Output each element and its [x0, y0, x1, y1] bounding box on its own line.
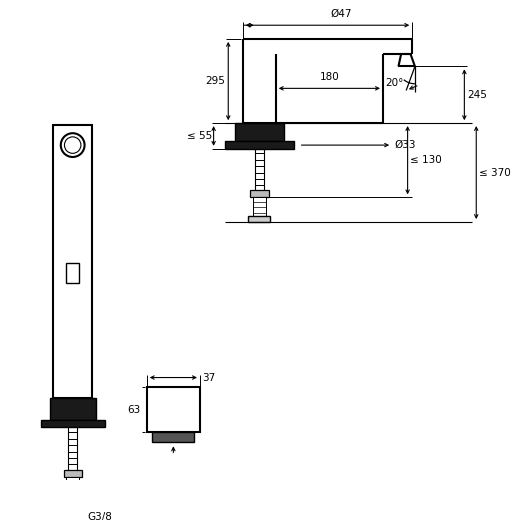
Text: 63: 63: [127, 405, 140, 414]
Bar: [66, 477, 79, 498]
Text: ≤ 55: ≤ 55: [187, 131, 212, 141]
Text: 245: 245: [467, 90, 487, 100]
Text: ≤ 130: ≤ 130: [410, 155, 442, 165]
Bar: [249, 216, 270, 222]
Bar: [253, 197, 266, 216]
Text: ≤ 370: ≤ 370: [479, 167, 511, 177]
Text: Ø47: Ø47: [331, 9, 352, 19]
Bar: [235, 123, 284, 141]
Bar: [41, 420, 105, 427]
Bar: [50, 398, 96, 420]
Bar: [54, 125, 92, 398]
Text: 20°: 20°: [386, 78, 404, 88]
Bar: [225, 141, 294, 149]
Text: 180: 180: [319, 72, 339, 82]
Text: 295: 295: [205, 76, 226, 86]
Bar: [147, 387, 200, 433]
Bar: [152, 433, 194, 441]
Text: 37: 37: [203, 372, 216, 383]
Bar: [250, 190, 268, 197]
Bar: [66, 263, 79, 283]
Text: Ø33: Ø33: [395, 140, 417, 150]
Bar: [63, 470, 82, 477]
Bar: [62, 498, 84, 504]
Text: G3/8: G3/8: [87, 512, 112, 520]
